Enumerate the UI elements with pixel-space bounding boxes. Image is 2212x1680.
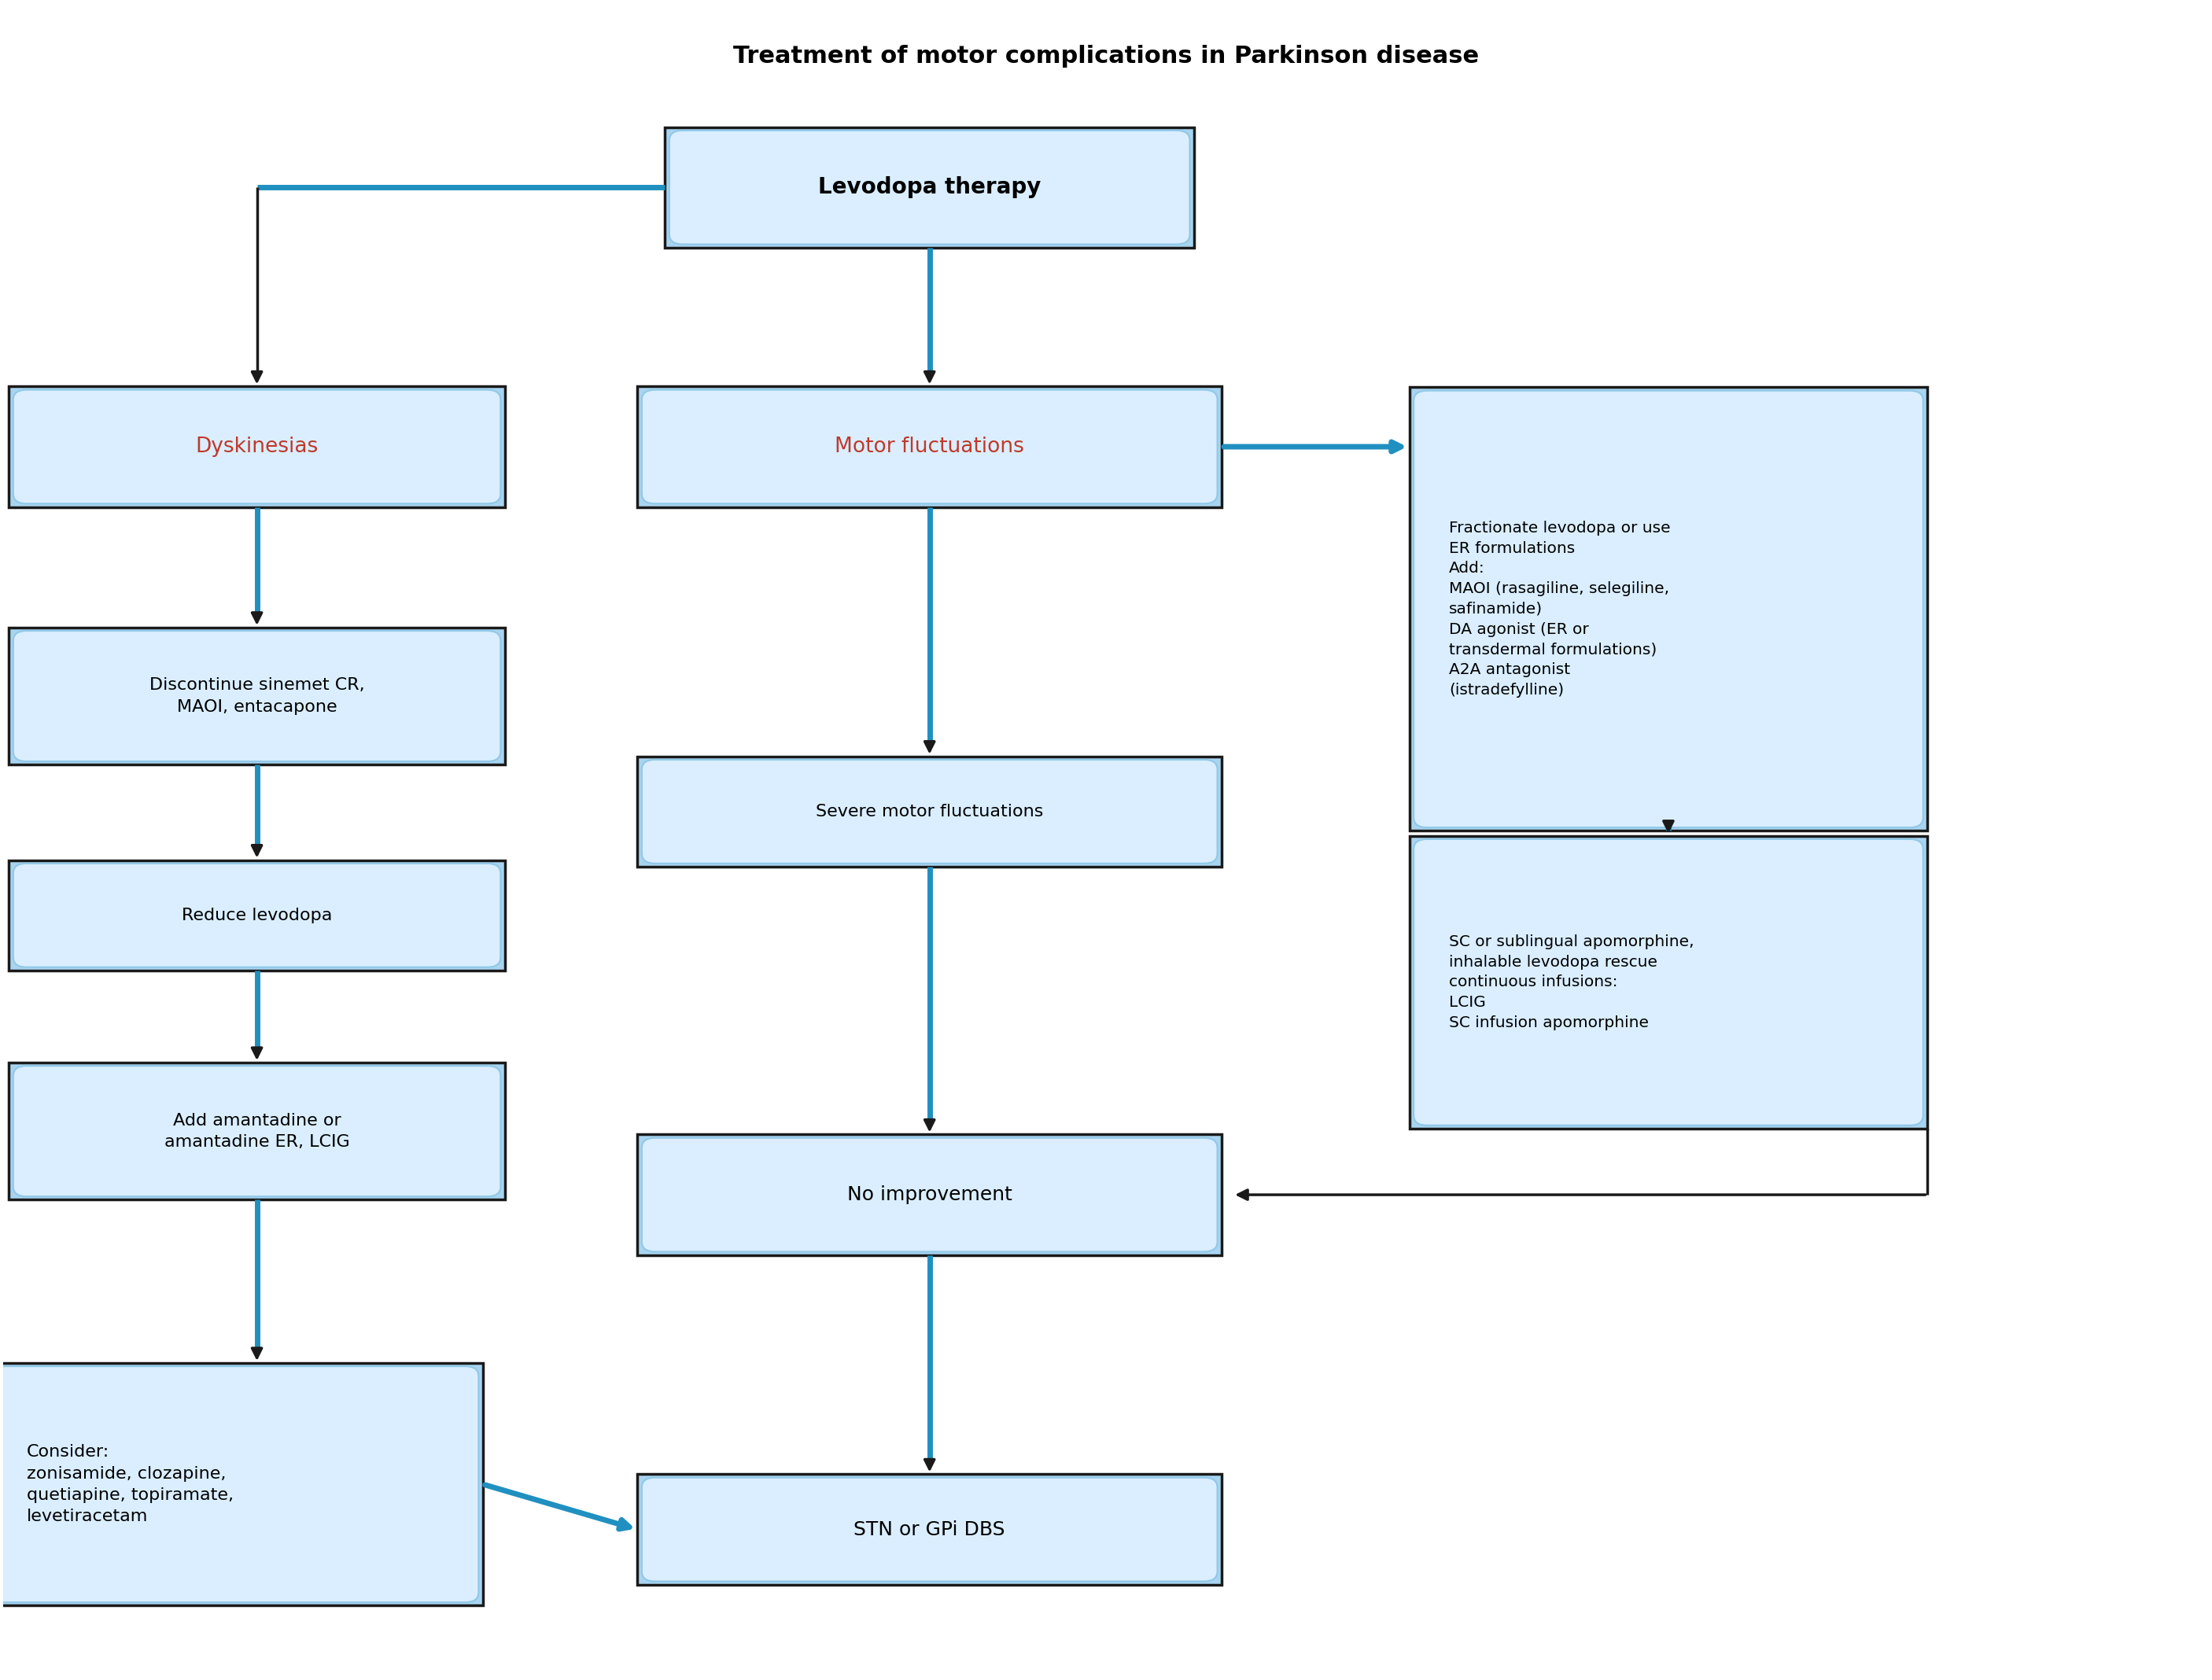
FancyBboxPatch shape (13, 630, 500, 761)
FancyBboxPatch shape (1409, 837, 1927, 1129)
FancyBboxPatch shape (9, 386, 504, 507)
Text: Consider:
zonisamide, clozapine,
quetiapine, topiramate,
levetiracetam: Consider: zonisamide, clozapine, quetiap… (27, 1445, 232, 1524)
FancyBboxPatch shape (637, 756, 1221, 867)
Text: STN or GPi DBS: STN or GPi DBS (854, 1520, 1004, 1539)
FancyBboxPatch shape (13, 390, 500, 504)
Text: Fractionate levodopa or use
ER formulations
Add:
MAOI (rasagiline, selegiline,
s: Fractionate levodopa or use ER formulati… (1449, 521, 1670, 697)
FancyBboxPatch shape (0, 1362, 482, 1606)
Text: Treatment of motor complications in Parkinson disease: Treatment of motor complications in Park… (732, 45, 1480, 67)
Text: SC or sublingual apomorphine,
inhalable levodopa rescue
continuous infusions:
LC: SC or sublingual apomorphine, inhalable … (1449, 934, 1694, 1030)
Text: Motor fluctuations: Motor fluctuations (834, 437, 1024, 457)
FancyBboxPatch shape (641, 1478, 1217, 1581)
FancyBboxPatch shape (9, 627, 504, 764)
Text: No improvement: No improvement (847, 1186, 1013, 1205)
FancyBboxPatch shape (13, 864, 500, 968)
FancyBboxPatch shape (641, 1137, 1217, 1252)
FancyBboxPatch shape (0, 1366, 478, 1603)
Text: Levodopa therapy: Levodopa therapy (818, 176, 1042, 198)
FancyBboxPatch shape (13, 1065, 500, 1196)
FancyBboxPatch shape (641, 390, 1217, 504)
Text: Severe motor fluctuations: Severe motor fluctuations (816, 803, 1044, 820)
FancyBboxPatch shape (637, 1475, 1221, 1584)
FancyBboxPatch shape (637, 1134, 1221, 1255)
FancyBboxPatch shape (9, 1062, 504, 1200)
FancyBboxPatch shape (641, 759, 1217, 864)
Text: Dyskinesias: Dyskinesias (195, 437, 319, 457)
FancyBboxPatch shape (670, 131, 1190, 244)
FancyBboxPatch shape (9, 860, 504, 971)
Text: Reduce levodopa: Reduce levodopa (181, 907, 332, 924)
FancyBboxPatch shape (1413, 840, 1922, 1126)
FancyBboxPatch shape (666, 128, 1194, 247)
FancyBboxPatch shape (1413, 391, 1922, 828)
Text: Add amantadine or
amantadine ER, LCIG: Add amantadine or amantadine ER, LCIG (164, 1112, 349, 1149)
Text: Discontinue sinemet CR,
MAOI, entacapone: Discontinue sinemet CR, MAOI, entacapone (148, 677, 365, 714)
FancyBboxPatch shape (637, 386, 1221, 507)
FancyBboxPatch shape (1409, 388, 1927, 832)
